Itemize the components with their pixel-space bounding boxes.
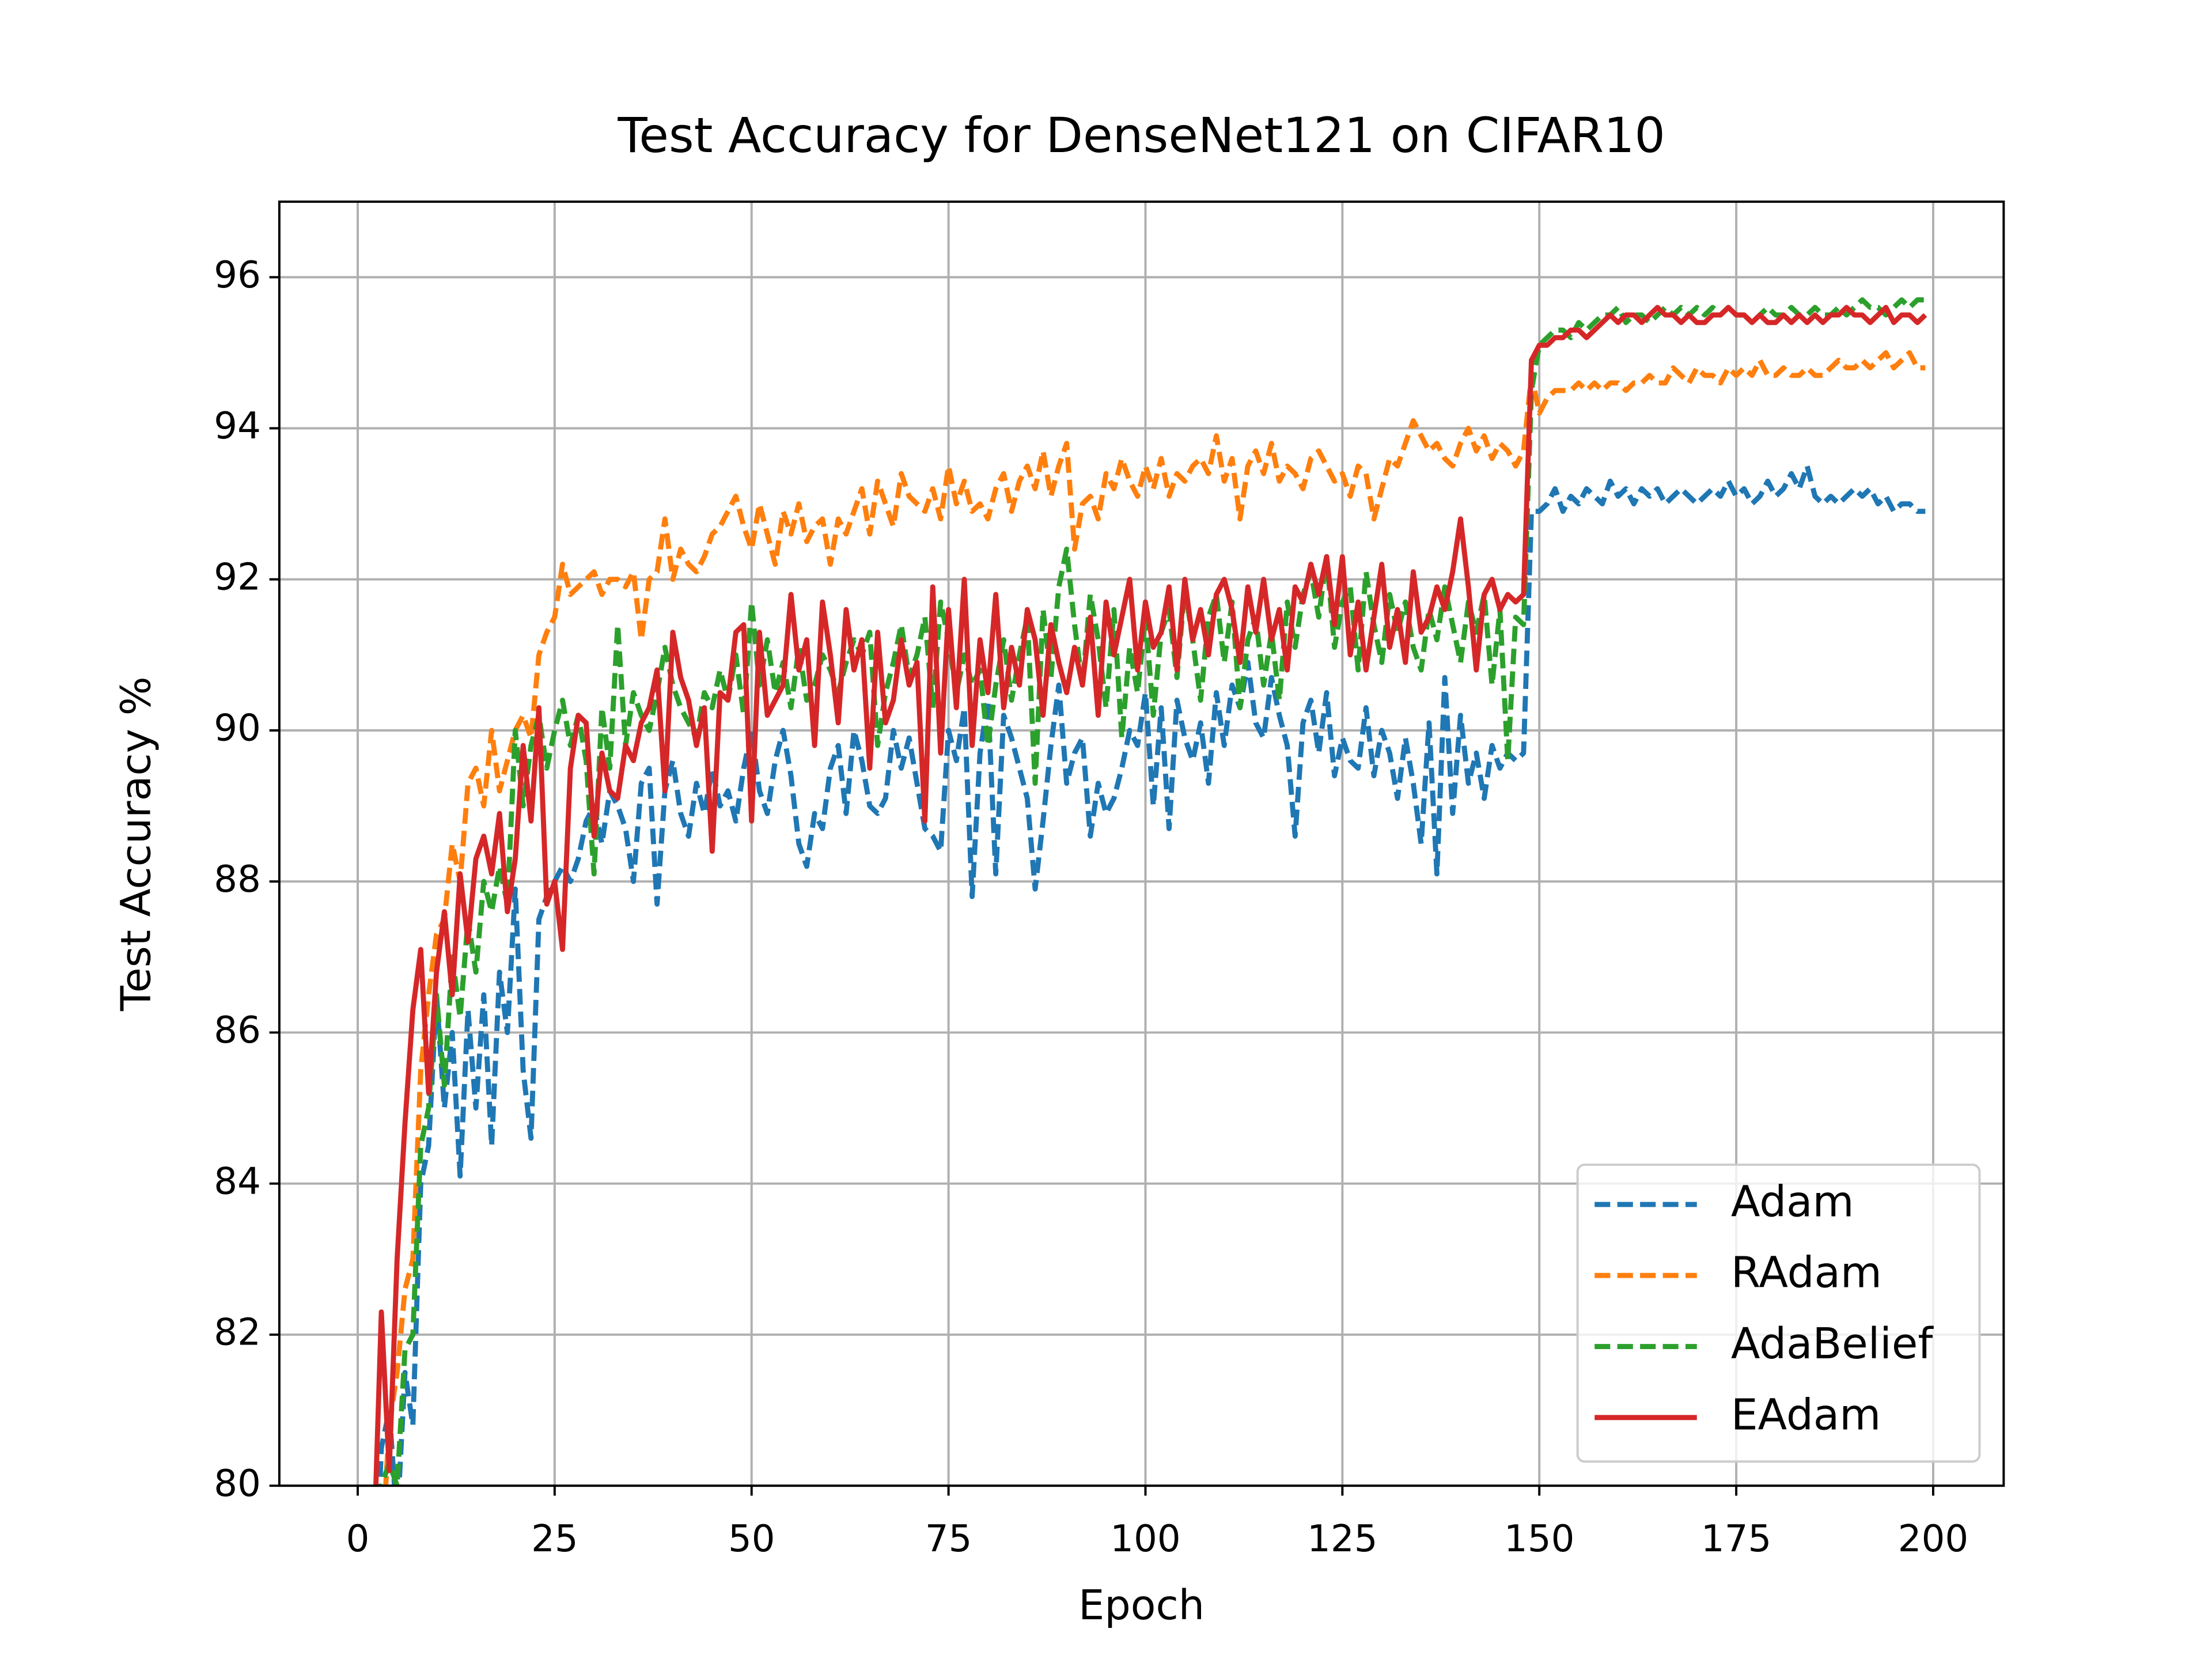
series-line xyxy=(377,463,1926,1486)
y-tick-label: 80 xyxy=(214,1463,261,1505)
x-tick-label: 125 xyxy=(1307,1518,1377,1560)
x-tick-label: 0 xyxy=(346,1518,370,1560)
plot-frame xyxy=(278,200,2005,1487)
y-tick-label: 84 xyxy=(214,1160,261,1203)
legend-box xyxy=(1576,1163,1981,1463)
legend-label: AdaBelief xyxy=(1731,1319,1934,1369)
y-tick-label: 86 xyxy=(214,1009,261,1052)
plot-lines xyxy=(373,297,1927,1486)
series-line xyxy=(373,305,1927,1486)
x-tick-label: 50 xyxy=(728,1518,775,1560)
legend-label: Adam xyxy=(1731,1177,1854,1226)
x-tick-label: 25 xyxy=(531,1518,578,1560)
legend-label: EAdam xyxy=(1731,1390,1881,1440)
y-tick-label: 96 xyxy=(214,254,261,297)
ticks: 0 25 50 75 100 125 150 175 200 80 82 84 86 88 90 92 94 96 xyxy=(214,254,1968,1560)
chart-title: Test Accuracy for DenseNet121 on CIFAR10 xyxy=(617,107,1665,164)
y-tick-label: 90 xyxy=(214,707,261,750)
x-tick-label: 200 xyxy=(1898,1518,1968,1560)
x-axis-label: Epoch xyxy=(1078,1581,1205,1629)
x-tick-label: 75 xyxy=(925,1518,972,1560)
y-tick-label: 92 xyxy=(214,556,261,599)
y-axis-label: Test Accuracy % xyxy=(112,676,160,1012)
legend-label: RAdam xyxy=(1731,1248,1882,1298)
x-tick-label: 175 xyxy=(1701,1518,1771,1560)
legend: Adam RAdam AdaBelief EAdam xyxy=(1576,1163,1981,1463)
y-tick-label: 94 xyxy=(214,405,261,448)
y-tick-label: 88 xyxy=(214,858,261,901)
y-tick-label: 82 xyxy=(214,1312,261,1354)
series-line xyxy=(383,350,1926,1486)
x-tick-label: 100 xyxy=(1110,1518,1180,1560)
x-tick-label: 150 xyxy=(1504,1518,1574,1560)
